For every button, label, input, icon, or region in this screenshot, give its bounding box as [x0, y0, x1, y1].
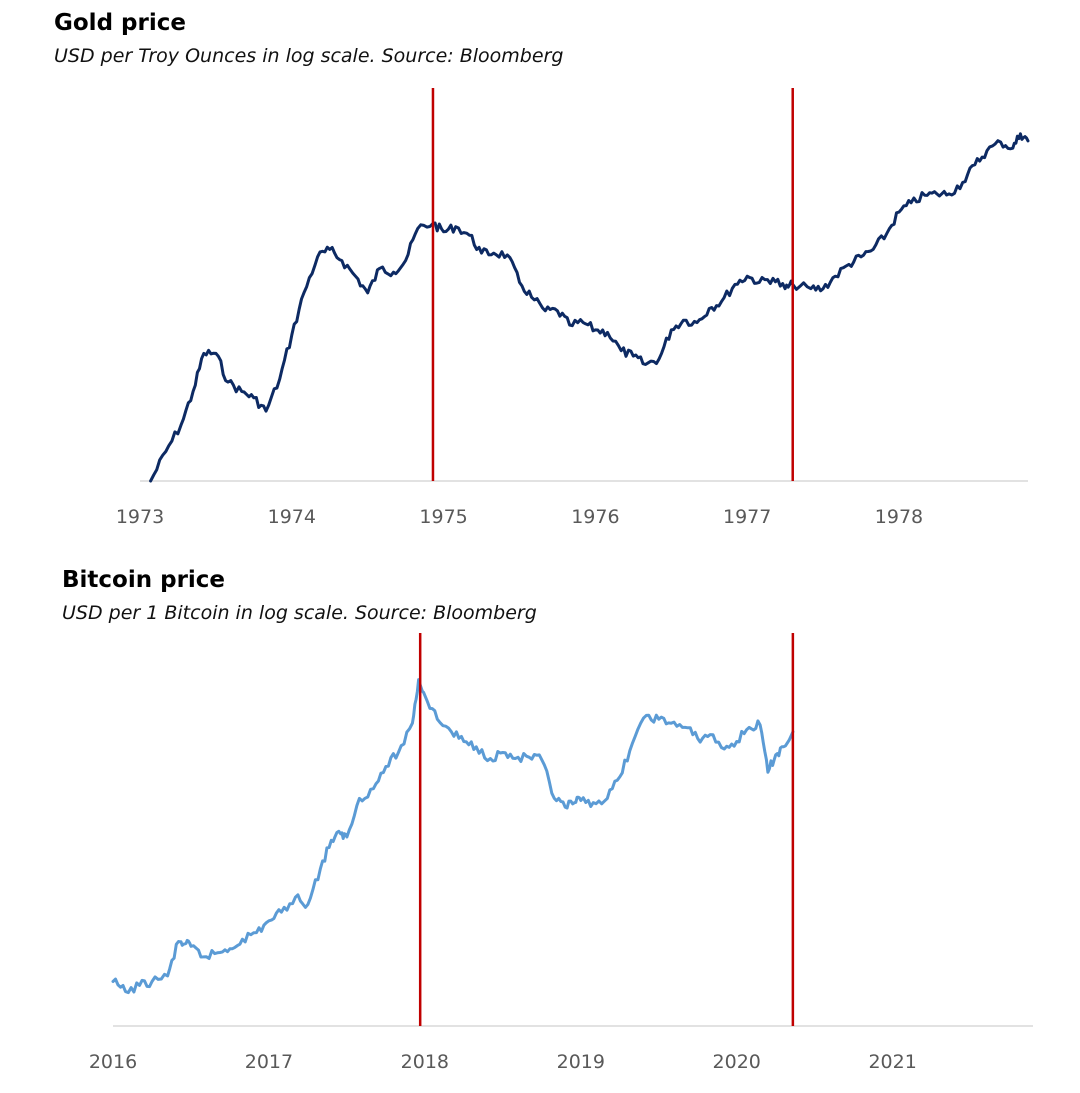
bitcoin-x-tick-label-2018: 2018 [401, 1051, 449, 1073]
gold-x-tick-label-1978: 1978 [875, 506, 923, 528]
gold-x-tick-label-1976: 1976 [571, 506, 619, 528]
gold-x-tick-label-1975: 1975 [419, 506, 467, 528]
bitcoin-chart-panel: Bitcoin price USD per 1 Bitcoin in log s… [0, 545, 1080, 1093]
bitcoin-x-tick-label-2017: 2017 [245, 1051, 293, 1073]
gold-chart-svg: 1973 1974 1975 1976 1977 1978 [116, 88, 1030, 528]
bitcoin-x-tick-label-2020: 2020 [713, 1051, 761, 1073]
gold-x-tick-label-1974: 1974 [268, 506, 316, 528]
bitcoin-price-line [111, 678, 795, 995]
gold-x-tick-label-1973: 1973 [116, 506, 164, 528]
bitcoin-chart-subtitle: USD per 1 Bitcoin in log scale. Source: … [62, 602, 537, 624]
bitcoin-x-tick-label-2019: 2019 [557, 1051, 605, 1073]
bitcoin-x-tick-label-2016: 2016 [89, 1051, 137, 1073]
bitcoin-chart-svg: 2016 2017 2018 2019 2020 2021 [89, 633, 1033, 1073]
bitcoin-chart-title: Bitcoin price [62, 567, 226, 593]
gold-x-tick-label-1977: 1977 [723, 506, 771, 528]
gold-chart-panel: Gold price USD per Troy Ounces in log sc… [0, 0, 1080, 540]
gold-chart-subtitle: USD per Troy Ounces in log scale. Source… [54, 45, 564, 67]
gold-chart-title: Gold price [54, 10, 186, 36]
gold-price-line [149, 132, 1030, 483]
bitcoin-x-tick-label-2021: 2021 [868, 1051, 916, 1073]
